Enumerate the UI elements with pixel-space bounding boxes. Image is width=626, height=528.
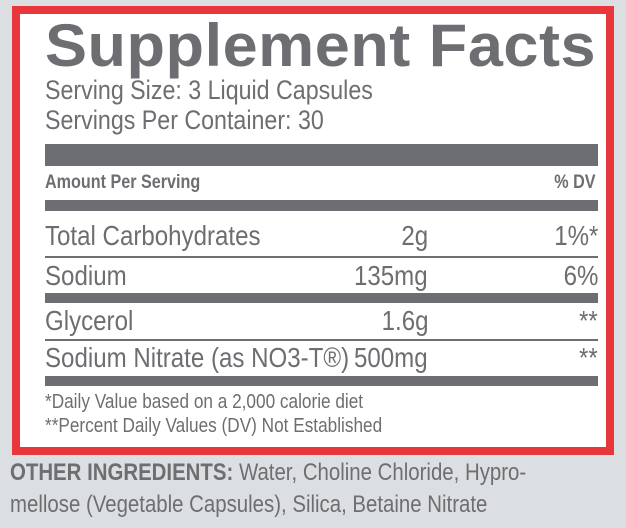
thin-divider [45,339,598,341]
thick-divider [45,144,598,166]
nutrient-dv: ** [579,342,598,373]
nutrient-name: Glycerol [45,305,134,336]
other-ingredients-line1: OTHER INGREDIENTS: Water, Choline Chlori… [10,459,526,487]
thick-divider [45,376,598,386]
supplement-facts-panel: Supplement Facts Serving Size: 3 Liquid … [12,6,614,455]
nutrient-dv: 1%* [553,220,598,251]
footnote-daily-value: *Daily Value based on a 2,000 calorie di… [45,391,364,413]
nutrient-row: Total Carbohydrates 2g 1%* [45,221,598,251]
nutrient-row: Sodium 135mg 6% [45,261,598,291]
thin-divider [45,256,598,258]
footnote-not-established: **Percent Daily Values (DV) Not Establis… [45,415,383,437]
nutrient-amount: 500mg [354,342,428,373]
nutrient-amount: 2g [401,220,428,251]
serving-size: Serving Size: 3 Liquid Capsules [45,75,373,105]
nutrient-amount: 1.6g [381,305,428,336]
thick-divider [45,200,598,211]
nutrient-dv: 6% [563,260,598,291]
nutrient-name: Total Carbohydrates [45,220,261,251]
panel-title: Supplement Facts [45,12,597,79]
nutrient-row: Glycerol 1.6g ** [45,306,598,336]
servings-per-container: Servings Per Container: 30 [45,105,324,135]
dv-header: % DV [554,172,596,193]
thick-divider [45,293,598,303]
amount-per-serving-header: Amount Per Serving [45,172,201,193]
other-ingredients-label: OTHER INGREDIENTS: [10,459,234,486]
other-ingredients-line2: mellose (Vegetable Capsules), Silica, Be… [10,491,488,518]
nutrient-name: Sodium Nitrate (as NO3-T®) [45,342,350,373]
nutrient-amount: 135mg [354,260,428,291]
nutrient-row: Sodium Nitrate (as NO3-T®) 500mg ** [45,343,598,373]
nutrient-dv: ** [579,305,598,336]
other-ingredients-text: Water, Choline Chloride, Hypro- [238,459,527,486]
nutrient-name: Sodium [45,260,127,291]
